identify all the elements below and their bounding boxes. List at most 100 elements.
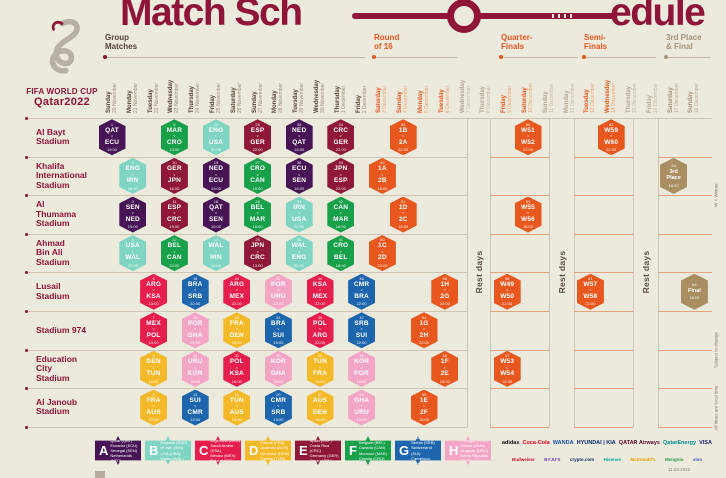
match-badge: 41 CRO v BEL 18:00 bbox=[327, 235, 355, 272]
rest-days-label: Rest days bbox=[640, 250, 651, 294]
versus-label: v bbox=[215, 134, 217, 139]
versus-label: v bbox=[360, 327, 363, 332]
kickoff-time: 22:00 bbox=[314, 340, 325, 346]
match-number: 30 bbox=[276, 353, 281, 359]
versus-label: v bbox=[402, 134, 405, 139]
match-badge: 50 1C v 2D 22:00 bbox=[368, 235, 396, 272]
sponsor-adidas: adidas bbox=[502, 440, 520, 446]
match-badge: 9 MAR v CRO 13:00 bbox=[160, 119, 188, 156]
date-value: 5 December bbox=[423, 85, 430, 113]
stage-header-line-r16 bbox=[372, 57, 457, 58]
away-team: MAR bbox=[249, 215, 266, 223]
match-number: 28 bbox=[255, 121, 260, 127]
home-team: POR bbox=[187, 319, 203, 327]
sponsor-hyundai-kia: HYUNDAI | KIA bbox=[576, 440, 616, 446]
away-team: TUN bbox=[146, 370, 161, 378]
kickoff-time: 19:00 bbox=[169, 224, 180, 230]
away-team: URU bbox=[271, 292, 286, 300]
legend-group-letter: E bbox=[299, 443, 308, 458]
date-value: 13 December bbox=[589, 82, 596, 113]
date-label: Saturday 17 December bbox=[667, 59, 679, 113]
sponsor-budweiser: Budweiser bbox=[512, 457, 535, 462]
date-column: Saturday 26 November bbox=[227, 59, 247, 113]
row-divider-knockout bbox=[658, 349, 712, 351]
home-team: GER bbox=[167, 165, 182, 173]
home-team: WAL bbox=[291, 242, 307, 250]
home-team: DEN bbox=[146, 358, 161, 366]
match-number: 60 bbox=[525, 121, 531, 127]
row-divider-knockout bbox=[490, 233, 549, 235]
match-badge: 35 NED v QAT 18:00 bbox=[285, 119, 313, 156]
away-team: SUI bbox=[272, 331, 285, 339]
kickoff-time: 22:00 bbox=[127, 262, 138, 268]
match-number: 4 bbox=[131, 237, 134, 243]
row-divider-knockout bbox=[490, 272, 549, 274]
match-badge: 12 BEL v CAN 22:00 bbox=[160, 235, 188, 272]
home-team: W51 bbox=[521, 126, 535, 134]
versus-label: v bbox=[215, 249, 217, 254]
legend-group-teams: Belgium (BEL) Canada (CAN) Morocco (MAR) Cr… bbox=[358, 440, 387, 461]
home-team: ENG bbox=[125, 165, 141, 173]
title-line-tick bbox=[564, 14, 566, 18]
date-value: 1 December bbox=[340, 85, 347, 113]
match-badge: 45 KOR v POR 18:00 bbox=[348, 350, 376, 387]
legend-group-E: E Spain (ESP) Costa Rica (CRC) Germany (GER… bbox=[295, 436, 341, 465]
row-divider-knockout bbox=[574, 156, 633, 158]
legend-group-F: F Belgium (BEL) Canada (CAN) Morocco (MAR) C… bbox=[345, 436, 391, 465]
home-team: URU bbox=[187, 358, 203, 366]
match-badge: 55 1F v 2E 18:00 bbox=[431, 350, 459, 387]
match-number: 15 bbox=[192, 314, 198, 320]
date-value: 12 December bbox=[569, 82, 576, 113]
match-number: 38 bbox=[317, 353, 323, 359]
kickoff-time: 22:00 bbox=[335, 185, 346, 191]
versus-label: v bbox=[298, 172, 301, 177]
match-badge: 52 1B v 2A 22:00 bbox=[389, 119, 417, 156]
match-badge: 22 POL v KSA 16:00 bbox=[223, 350, 251, 387]
match-badge: 24 ARG v MEX 22:00 bbox=[223, 273, 251, 310]
match-number: 25 bbox=[255, 237, 260, 243]
match-number: 29 bbox=[276, 391, 281, 397]
home-team: W53 bbox=[500, 358, 515, 366]
kickoff-time: 22:00 bbox=[606, 147, 617, 153]
match-badge: 46 GHA v URU 18:00 bbox=[348, 389, 376, 426]
date-label: Friday 2 December bbox=[355, 59, 367, 113]
versus-label: v bbox=[173, 249, 176, 254]
kickoff-time: 22:00 bbox=[294, 262, 305, 268]
stage-header-line-group bbox=[103, 57, 365, 58]
date-value: 26 November bbox=[236, 82, 243, 113]
date-column: Sunday 27 November bbox=[248, 59, 268, 113]
versus-label: v bbox=[339, 134, 342, 139]
match-number: 10 bbox=[172, 160, 177, 166]
away-team: W60 bbox=[604, 138, 619, 146]
date-value: 16 December bbox=[652, 82, 659, 113]
date-label: Tuesday 13 December bbox=[584, 59, 596, 113]
row-divider bbox=[28, 233, 467, 235]
match-number: 20 bbox=[213, 121, 219, 127]
versus-label: v bbox=[215, 172, 217, 177]
sponsor-byju-s: BYJU'S bbox=[544, 457, 561, 462]
home-team: CAN bbox=[333, 203, 349, 211]
kickoff-time: 18:00 bbox=[335, 262, 346, 268]
match-number: 64 bbox=[692, 281, 697, 287]
versus-label: v bbox=[339, 211, 342, 216]
kickoff-time: 18:00 bbox=[502, 378, 513, 384]
versus-label: v bbox=[194, 365, 197, 370]
date-value: 11 December bbox=[548, 83, 555, 113]
match-badge: 37 AUS v DEN 18:00 bbox=[306, 389, 334, 426]
kickoff-time: 22:00 bbox=[356, 340, 367, 346]
poster-title-left: Match Sch bbox=[120, 0, 303, 34]
row-divider-knockout bbox=[574, 388, 633, 390]
away-team: 2G bbox=[440, 292, 450, 300]
away-team: SUI bbox=[355, 331, 368, 339]
match-number: 56 bbox=[442, 275, 448, 281]
home-team: BEL bbox=[250, 203, 265, 211]
kickoff-time: 22:00 bbox=[335, 147, 346, 153]
date-label: Sunday 27 November bbox=[251, 59, 263, 113]
date-column: Sunday 18 December bbox=[684, 59, 704, 113]
away-team: CAN bbox=[167, 254, 182, 262]
match-badge: 51 1D v 2C 18:00 bbox=[389, 196, 417, 233]
match-badge: 7 MEX v POL 19:00 bbox=[140, 312, 168, 349]
away-team: SEN bbox=[209, 215, 223, 223]
row-divider-knockout bbox=[574, 272, 633, 274]
